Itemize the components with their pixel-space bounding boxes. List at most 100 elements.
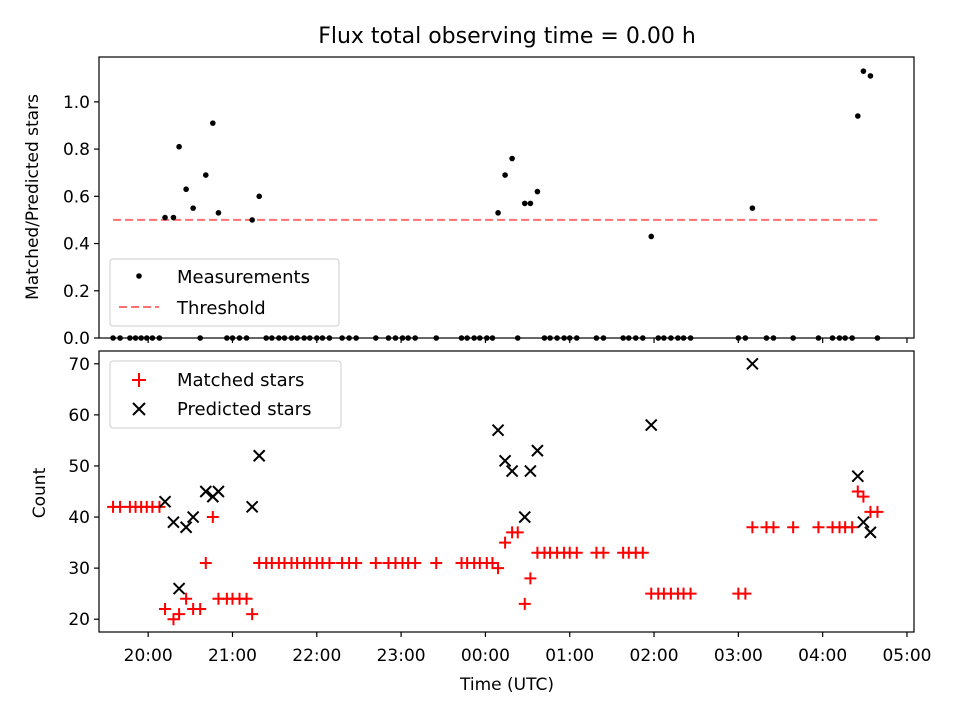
top-y-axis-label: Matched/Predicted stars	[23, 94, 43, 300]
predicted-stars-point	[245, 500, 259, 514]
matched-stars-point	[492, 562, 505, 575]
bottom-y-tick-label: 30	[68, 559, 90, 579]
x-axis-label: Time (UTC)	[459, 675, 554, 695]
measurement-point	[249, 217, 255, 223]
bottom-panel-frame	[98, 350, 915, 633]
measurement-point	[749, 205, 756, 211]
x-tick-label: 03:00	[714, 646, 763, 666]
legend-matched-label: Matched stars	[177, 370, 304, 391]
measurement-point	[215, 210, 222, 216]
matched-stars-point	[159, 603, 172, 616]
matched-stars-point	[851, 485, 864, 498]
x-tick-label: 04:00	[798, 646, 847, 666]
x-tick-label: 23:00	[377, 646, 426, 666]
measurement-point	[521, 200, 528, 207]
predicted-stars-point	[186, 510, 200, 524]
measurement-point	[162, 214, 168, 221]
measurement-point	[502, 172, 508, 178]
measurement-point	[648, 233, 655, 240]
predicted-stars-point	[491, 423, 505, 437]
matched-stars-point	[409, 557, 422, 570]
bottom-panel-marks	[107, 357, 884, 626]
bottom-y-tick-label: 70	[68, 355, 90, 375]
predicted-stars-point	[518, 510, 531, 524]
matched-stars-point	[746, 521, 759, 534]
measurement-point	[867, 73, 874, 79]
predicted-stars-point	[172, 582, 186, 595]
top-y-tick-label: 0.8	[63, 140, 90, 160]
matched-stars-point	[167, 613, 180, 626]
matched-stars-point	[636, 546, 649, 559]
matched-stars-point	[684, 587, 697, 600]
measurement-point	[190, 205, 196, 211]
predicted-stars-point	[864, 526, 877, 539]
x-tick-label: 00:00	[461, 646, 510, 666]
measurement-point	[860, 68, 867, 74]
matched-stars-point	[597, 546, 610, 559]
measurement-point	[854, 113, 861, 119]
measurement-point	[176, 143, 182, 150]
top-y-tick-label: 0.6	[63, 187, 90, 207]
predicted-stars-point	[212, 485, 225, 498]
top-panel: 0.0 0.2 0.4 0.6 0.8 1.0 Matched/Predicted sta…	[23, 56, 915, 349]
matched-stars-point	[246, 608, 259, 621]
matched-stars-point	[323, 557, 336, 570]
predicted-stars-point	[252, 449, 266, 462]
matched-stars-point	[194, 603, 207, 616]
matched-stars-point	[518, 597, 531, 610]
top-y-tick-label: 0.2	[63, 282, 90, 302]
predicted-stars-point	[179, 521, 193, 534]
top-panel-frame	[98, 56, 915, 339]
matched-stars-point	[350, 557, 363, 570]
measurement-point	[495, 210, 501, 216]
matched-stars-point	[206, 511, 219, 524]
legend-measurements-label: Measurements	[177, 267, 310, 288]
matched-stars-point	[812, 521, 825, 534]
top-y-tick-label: 0.0	[63, 329, 90, 349]
matched-stars-point	[524, 572, 537, 585]
matched-stars-point	[570, 546, 583, 559]
matched-stars-point	[787, 521, 800, 534]
measurement-point	[183, 186, 189, 193]
bottom-y-tick-label: 50	[68, 457, 90, 477]
measurement-point	[210, 120, 216, 126]
predicted-stars-point	[167, 515, 180, 529]
bottom-panel-ticks: 20:00 21:00 22:00 23:00 00:00 01:00 02:00 03:00…	[68, 355, 931, 666]
matched-stars-point	[739, 587, 752, 600]
x-tick-label: 21:00	[208, 646, 257, 666]
x-tick-label: 02:00	[630, 646, 679, 666]
predicted-stars-point	[199, 485, 213, 498]
predicted-stars-point	[158, 495, 172, 508]
top-legend-box	[109, 258, 340, 327]
predicted-stars-point	[851, 469, 865, 483]
predicted-stars-point	[857, 515, 870, 529]
predicted-stars-point	[505, 464, 519, 478]
matched-stars-point	[199, 557, 212, 570]
predicted-stars-point	[645, 418, 658, 432]
legend-predicted-marker	[132, 402, 146, 416]
bottom-y-tick-label: 40	[68, 508, 90, 528]
top-y-tick-label: 0.4	[63, 235, 90, 255]
predicted-stars-point	[746, 357, 759, 370]
x-tick-label: 05:00	[882, 646, 931, 666]
measurement-point	[256, 193, 262, 200]
matched-stars-point	[846, 521, 859, 534]
matched-stars-point	[499, 536, 512, 549]
measurement-point	[202, 172, 209, 178]
matched-stars-point	[369, 557, 382, 570]
measurement-point	[170, 214, 177, 221]
matched-stars-point	[511, 526, 524, 539]
matched-stars-point	[173, 608, 186, 621]
x-tick-label: 22:00	[292, 646, 341, 666]
x-tick-label: 20:00	[124, 646, 173, 666]
matched-stars-point	[180, 592, 193, 605]
bottom-legend-box	[109, 360, 342, 429]
legend-matched-marker	[132, 373, 146, 387]
top-legend: Measurements Threshold	[109, 258, 340, 327]
matched-stars-point	[857, 490, 870, 503]
matched-stars-point	[767, 521, 780, 534]
matched-stars-point	[240, 592, 253, 605]
measurement-point	[509, 155, 515, 162]
